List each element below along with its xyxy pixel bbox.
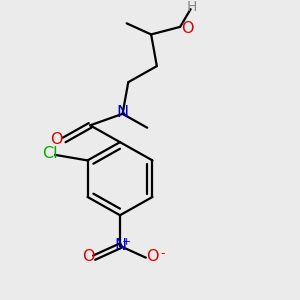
- Text: O: O: [146, 249, 159, 264]
- Text: O: O: [50, 133, 63, 148]
- Text: H: H: [187, 0, 197, 14]
- Text: +: +: [121, 237, 131, 247]
- Text: N: N: [114, 238, 126, 253]
- Text: Cl: Cl: [42, 146, 57, 161]
- Text: N: N: [116, 105, 129, 120]
- Text: -: -: [160, 247, 165, 260]
- Text: O: O: [82, 249, 94, 264]
- Text: O: O: [181, 21, 194, 36]
